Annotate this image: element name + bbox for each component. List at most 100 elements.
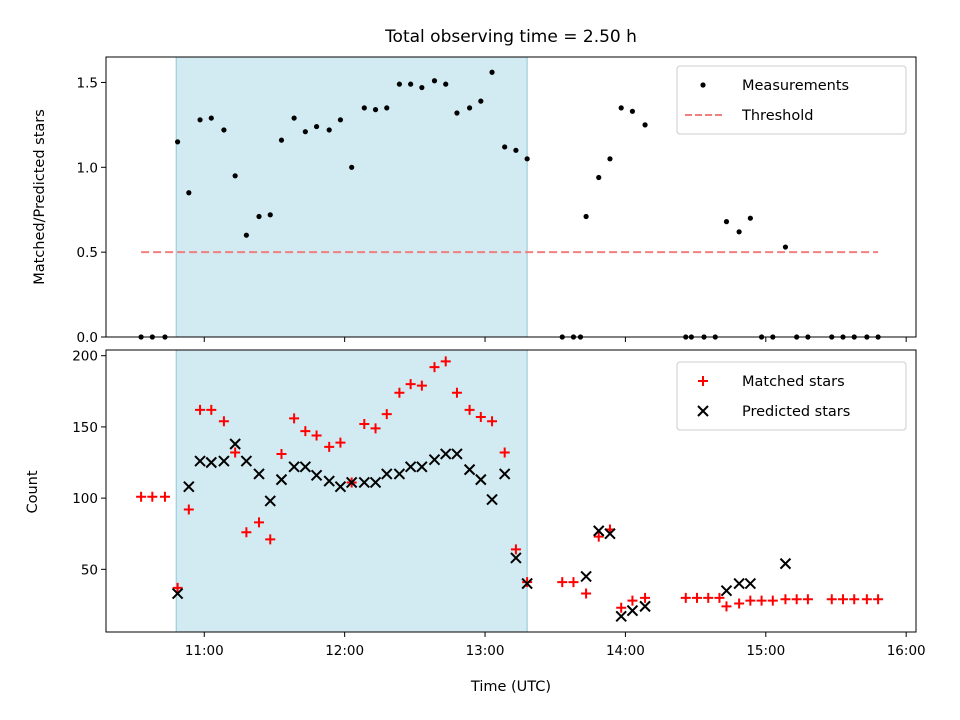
legend-swatch-matched: [698, 376, 708, 386]
predicted-star-point: [218, 455, 230, 467]
matched-star-point: [802, 594, 813, 605]
matched-star-point: [510, 544, 521, 555]
predicted-star-point: [229, 438, 241, 450]
matched-star-point: [849, 594, 860, 605]
predicted-star-point: [779, 557, 792, 570]
measurement-point: [361, 105, 367, 111]
predicted-star-point: [720, 584, 733, 597]
matched-star-point: [838, 594, 849, 605]
legend-box: [676, 361, 907, 431]
matched-star-point: [289, 413, 300, 424]
matched-star-point: [557, 577, 568, 588]
predicted-star-point: [451, 448, 463, 460]
predicted-star-point: [240, 455, 253, 467]
measurement-point: [232, 173, 238, 179]
bottom-plot-frame: [105, 349, 917, 633]
measurement-point: [583, 213, 589, 220]
matched-star-point: [692, 592, 703, 603]
top-y-tick-label: 1.5: [77, 75, 98, 91]
legend-label-predicted: Predicted stars: [742, 404, 850, 420]
predicted-star-point: [381, 468, 393, 480]
measurement-point: [221, 127, 227, 133]
matched-star-point: [475, 411, 486, 422]
legend-label-matched: Matched stars: [742, 374, 845, 390]
chart-title: Total observing time = 2.50 h: [384, 27, 637, 47]
top-legend: Measurements Threshold: [676, 65, 907, 135]
measurement-point: [384, 105, 390, 111]
legend-label-measurements: Measurements: [742, 78, 849, 94]
matched-star-point: [405, 379, 416, 390]
predicted-star-point: [393, 468, 406, 480]
predicted-star-point: [440, 448, 452, 460]
matched-star-point: [147, 491, 158, 502]
bottom-x-tick-label: 14:00: [606, 643, 645, 659]
matched-star-point: [429, 362, 440, 373]
matched-star-point: [464, 404, 475, 415]
measurement-point: [618, 105, 624, 111]
measurement-point: [197, 117, 203, 123]
measurement-point: [642, 122, 648, 128]
matched-star-point: [568, 577, 579, 588]
matched-star-point: [745, 595, 756, 606]
measurement-point: [502, 144, 508, 150]
matched-star-point: [703, 592, 714, 603]
matched-star-point: [640, 592, 651, 603]
predicted-star-point: [323, 475, 335, 487]
measurement-point: [243, 232, 249, 238]
matched-star-point: [300, 426, 311, 437]
predicted-star-point: [345, 476, 358, 489]
measurement-point: [174, 139, 181, 145]
predicted-star-point: [299, 461, 312, 473]
predicted-star-point: [593, 525, 605, 537]
predicted-star-point: [486, 493, 498, 506]
matched-star-point: [714, 592, 725, 603]
predicted-star-point: [183, 481, 195, 493]
top-y-tick-label: 0.0: [77, 330, 98, 346]
legend-swatch-measurements: [700, 82, 706, 88]
measurement-point: [489, 69, 495, 75]
matched-star-point: [183, 504, 194, 515]
legend-label-threshold: Threshold: [741, 108, 813, 124]
bottom-x-tick-label: 11:00: [185, 643, 224, 659]
predicted-star-point: [288, 461, 300, 473]
matched-star-point: [487, 416, 498, 427]
bottom-x-tick-label: 15:00: [746, 643, 785, 659]
measurement-point: [408, 81, 414, 87]
matched-star-point: [311, 430, 322, 441]
matched-star-point: [499, 447, 510, 458]
predicted-star-point: [416, 461, 428, 473]
bottom-observing-span: [175, 349, 528, 633]
measurement-point: [478, 98, 484, 104]
matched-star-point: [627, 595, 638, 606]
predicted-star-point: [510, 552, 522, 564]
matched-star-point: [335, 437, 346, 448]
matched-star-point: [159, 491, 170, 502]
measurement-point: [291, 115, 297, 121]
predicted-star-point: [358, 476, 371, 489]
matched-star-point: [756, 595, 767, 606]
predicted-star-point: [334, 481, 347, 493]
matched-star-point: [359, 419, 370, 430]
matched-star-point: [780, 594, 791, 605]
measurement-point: [782, 244, 789, 250]
matched-star-point: [394, 387, 405, 398]
predicted-star-point: [604, 528, 616, 540]
matched-star-point: [440, 356, 451, 367]
matched-star-point: [861, 594, 872, 605]
measurement-point: [747, 215, 753, 221]
matched-star-point: [873, 594, 884, 605]
measurement-point: [443, 81, 449, 87]
x-axis-label: Time (UTC): [470, 679, 551, 695]
predicted-star-point: [404, 461, 417, 473]
matched-star-point: [721, 601, 732, 612]
measurement-point: [302, 129, 308, 135]
measurement-point: [629, 108, 636, 114]
matched-star-point: [767, 595, 778, 606]
measurement-point: [596, 174, 602, 181]
predicted-star-point: [639, 600, 651, 613]
predicted-star-point: [744, 577, 757, 590]
measurement-point: [256, 213, 262, 220]
legend-box: [676, 65, 907, 135]
matched-star-point: [265, 534, 276, 545]
